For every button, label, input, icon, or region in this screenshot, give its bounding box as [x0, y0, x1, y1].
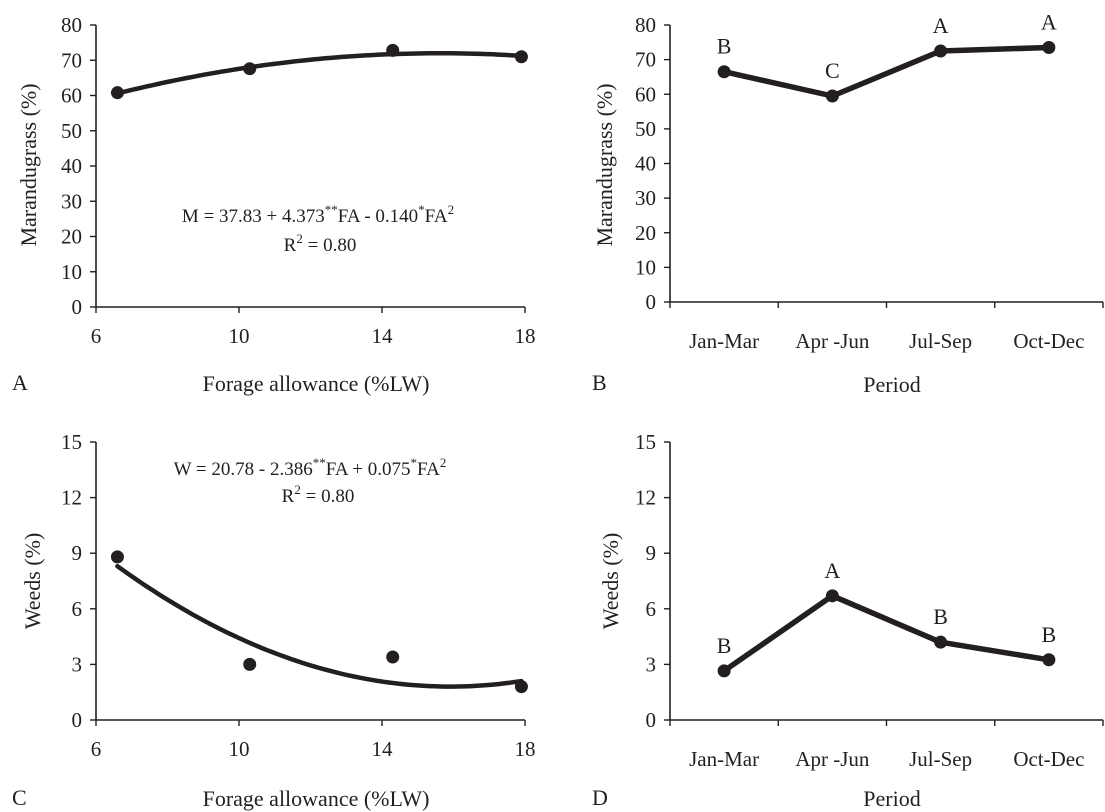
panel-b-ylabel: Marandugrass (%)	[592, 83, 617, 246]
panel-b-y-tick-label: 50	[635, 117, 656, 141]
panel-b-data-point	[825, 89, 839, 103]
panel-a-y-tick-label: 10	[61, 260, 82, 284]
panel-b-y-tick-label: 30	[635, 186, 656, 210]
panel-a-y-tick-label: 40	[61, 154, 82, 178]
panel-d-ylabel: Weeds (%)	[598, 533, 623, 630]
panel-b-x-tick-label: Oct-Dec	[1013, 329, 1084, 353]
panel-a-y-tick-label: 30	[61, 189, 82, 213]
panel-a-y-tick-label: 70	[61, 48, 82, 72]
panel-b-xlabel: Period	[863, 372, 920, 397]
panel-c-y-tick-label: 3	[72, 652, 83, 676]
panel-d-y-tick-label: 15	[635, 430, 656, 454]
panel-b-y-tick-label: 60	[635, 82, 656, 106]
panel-b-data-point	[1042, 41, 1056, 55]
panel-b-data-point	[717, 65, 731, 79]
panel-c-x-tick-label: 10	[229, 737, 250, 761]
panel-c-data-point	[514, 680, 528, 694]
panel-d-y-tick-label: 0	[646, 708, 657, 732]
panel-a-x-tick-label: 6	[91, 324, 102, 348]
panel-letter-a: A	[12, 370, 28, 395]
panel-d-x-tick-label: Jan-Mar	[689, 747, 759, 771]
panel-b-significance-letter: C	[825, 58, 840, 83]
panel-a-marandugrass-vs-forage: Marandugrass (%) Forage allowance (%LW) …	[16, 13, 536, 396]
panel-b-significance-letter: A	[1041, 10, 1057, 35]
panel-c-weeds-vs-forage: Weeds (%) Forage allowance (%LW) W = 20.…	[20, 430, 536, 811]
panel-letter-d: D	[592, 785, 608, 810]
panel-a-data-point	[514, 50, 528, 64]
panel-a-equation: M = 37.83 + 4.373**FA - 0.140*FA2	[182, 202, 454, 227]
panel-b-x-tick-label: Jul-Sep	[909, 329, 972, 353]
panel-d-data-point	[934, 635, 948, 649]
panel-b-significance-letter: A	[933, 13, 949, 38]
panel-d-significance-letter: B	[1042, 622, 1057, 647]
panel-a-ylabel: Marandugrass (%)	[16, 83, 41, 246]
panel-b-data-point	[934, 44, 948, 58]
panel-d-weeds-by-period: Weeds (%) Period 0 3 6 9 12 15 Jan-Mar Apr -Jun…	[598, 430, 1104, 811]
panel-d-x-tick-label: Apr -Jun	[795, 747, 870, 771]
panel-d-y-tick-label: 12	[635, 486, 656, 510]
panel-c-y-tick-label: 15	[61, 430, 82, 454]
panel-b-significance-letter: B	[717, 34, 732, 59]
panel-a-x-tick-label: 18	[515, 324, 536, 348]
panel-b-y-tick-label: 70	[635, 48, 656, 72]
panel-letter-b: B	[592, 370, 607, 395]
panel-a-y-tick-label: 80	[61, 13, 82, 37]
panel-a-data-point	[110, 86, 124, 100]
panel-d-y-tick-label: 6	[646, 597, 657, 621]
panel-a-fit-curve	[115, 51, 524, 96]
panel-c-equation: W = 20.78 - 2.386**FA + 0.075*FA2	[174, 455, 447, 480]
panel-a-data-point	[386, 43, 400, 57]
panel-a-y-tick-label: 50	[61, 119, 82, 143]
panel-d-significance-letter: B	[717, 633, 732, 658]
panel-b-x-tick-label: Apr -Jun	[795, 329, 870, 353]
panel-d-x-tick-label: Oct-Dec	[1013, 747, 1084, 771]
panel-a-y-tick-label: 0	[72, 295, 83, 319]
panel-b-y-tick-label: 40	[635, 152, 656, 176]
panel-c-ylabel: Weeds (%)	[20, 533, 45, 630]
panel-b-x-tick-label: Jan-Mar	[689, 329, 759, 353]
panel-a-x-tick-label: 14	[372, 324, 394, 348]
panel-letter-c: C	[12, 785, 27, 810]
panel-c-y-tick-label: 0	[72, 708, 83, 732]
panel-b-y-tick-label: 20	[635, 221, 656, 245]
panel-d-series-line	[722, 593, 1050, 674]
panel-a-r2: R2 = 0.80	[284, 231, 357, 256]
panel-d-y-tick-label: 3	[646, 652, 657, 676]
panel-c-xlabel: Forage allowance (%LW)	[203, 786, 430, 811]
panel-c-data-point	[243, 657, 257, 671]
panel-d-y-tick-label: 9	[646, 541, 657, 565]
panel-b-marandugrass-by-period: Marandugrass (%) Period 0 10 20 30 40 50 60 70 8…	[592, 10, 1104, 397]
panel-d-significance-letter: A	[824, 558, 840, 583]
panel-d-x-tick-label: Jul-Sep	[909, 747, 972, 771]
panel-b-y-tick-label: 80	[635, 13, 656, 37]
panel-b-y-tick-label: 0	[646, 290, 657, 314]
panel-c-data-point	[110, 550, 124, 564]
panel-c-x-tick-label: 14	[372, 737, 394, 761]
panel-a-data-point	[243, 62, 257, 76]
panel-a-y-tick-label: 20	[61, 225, 82, 249]
panel-c-y-tick-label: 12	[61, 486, 82, 510]
panel-b-series-line	[723, 44, 1049, 99]
panel-a-x-tick-label: 10	[229, 324, 250, 348]
panel-c-x-tick-label: 18	[515, 737, 536, 761]
panel-a-y-tick-label: 60	[61, 84, 82, 108]
panel-c-r2: R2 = 0.80	[282, 482, 355, 507]
panel-c-data-point	[386, 650, 400, 664]
panel-c-x-tick-label: 6	[91, 737, 102, 761]
panel-d-xlabel: Period	[863, 786, 920, 811]
panel-c-fit-curve	[115, 563, 524, 689]
panel-d-significance-letter: B	[933, 604, 948, 629]
panel-c-y-tick-label: 9	[72, 541, 83, 565]
panel-b-y-tick-label: 10	[635, 255, 656, 279]
panel-d-data-point	[825, 589, 839, 603]
panel-c-y-tick-label: 6	[72, 597, 83, 621]
panel-d-data-point	[1042, 653, 1056, 667]
panel-a-xlabel: Forage allowance (%LW)	[203, 371, 430, 396]
panel-d-data-point	[717, 664, 731, 678]
